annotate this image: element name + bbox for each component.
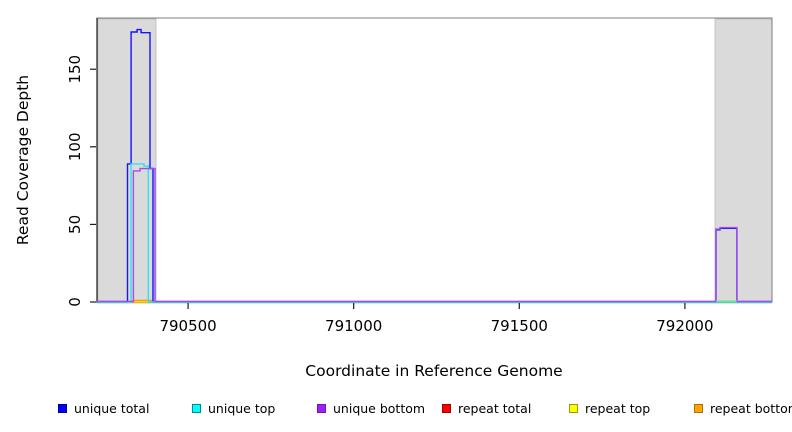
- series-unique-top: [97, 163, 772, 303]
- y-tick-label: 100: [66, 132, 84, 161]
- masked-region-1: [714, 18, 773, 303]
- legend-swatch-repeat-total: [442, 403, 451, 413]
- legend-swatch-unique-top: [192, 403, 201, 413]
- legend: unique total unique top unique bottom repea…: [0, 399, 792, 421]
- x-tick-label: 791500: [491, 317, 548, 335]
- x-axis-title: Coordinate in Reference Genome: [305, 362, 562, 380]
- legend-item-unique-bottom: unique bottom: [317, 399, 425, 417]
- legend-item-unique-total: unique total: [58, 399, 149, 417]
- legend-label: repeat bottom: [710, 400, 792, 416]
- series-unique-total: [97, 28, 772, 303]
- legend-swatch-unique-bottom: [317, 403, 326, 413]
- legend-item-repeat-total: repeat total: [442, 399, 531, 417]
- legend-label: repeat total: [458, 400, 532, 416]
- x-tick-label: 791000: [325, 317, 382, 335]
- legend-swatch-repeat-top: [569, 403, 578, 413]
- y-axis-title: Read Coverage Depth: [14, 75, 32, 245]
- legend-swatch-unique-total: [58, 403, 67, 413]
- legend-label: unique total: [74, 400, 150, 416]
- legend-label: unique bottom: [333, 400, 426, 416]
- legend-swatch-repeat-bottom: [694, 403, 703, 413]
- x-tick-label: 790500: [159, 317, 216, 335]
- y-tick-label: 0: [66, 297, 84, 307]
- legend-item-repeat-top: repeat top: [569, 399, 650, 417]
- legend-label: unique top: [208, 400, 276, 416]
- series-unique-bottom: [97, 167, 772, 303]
- legend-item-repeat-bottom: repeat bottom: [694, 399, 792, 417]
- legend-label: repeat top: [585, 400, 651, 416]
- plot-box: [96, 17, 773, 303]
- legend-item-unique-top: unique top: [192, 399, 275, 417]
- y-tick-label: 150: [66, 55, 84, 84]
- x-tick-label: 792000: [656, 317, 713, 335]
- y-tick-label: 50: [66, 215, 84, 234]
